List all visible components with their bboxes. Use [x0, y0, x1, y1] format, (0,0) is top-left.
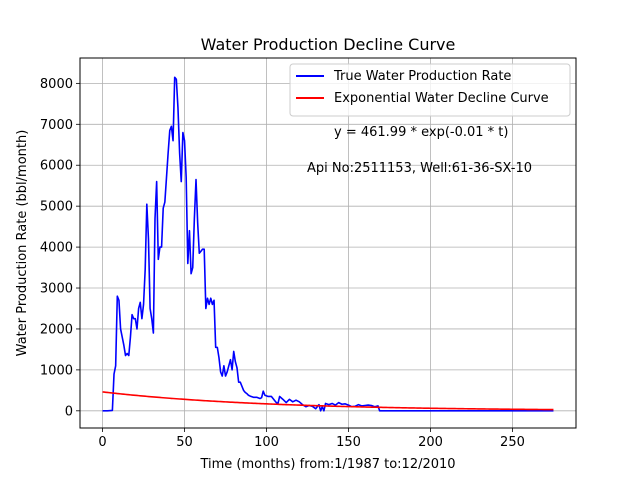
y-tick-label: 4000: [40, 241, 73, 256]
well-annotation: Api No:2511153, Well:61-36-SX-10: [307, 161, 532, 176]
x-tick-label: 50: [176, 435, 193, 450]
y-axis-label: Water Production Rate (bbl/month): [15, 130, 30, 357]
axes-frame: [79, 57, 577, 429]
y-tick-label: 2000: [40, 322, 73, 337]
x-axis-ticks: 0 50 100 150 200 250: [98, 428, 525, 450]
equation-annotation: y = 461.99 * exp(-0.01 * t): [334, 125, 508, 140]
x-tick-label: 0: [98, 435, 106, 450]
x-tick-label: 250: [500, 435, 525, 450]
x-axis-label: Time (months) from:1/1987 to:12/2010: [199, 457, 455, 472]
legend: True Water Production Rate Exponential W…: [289, 63, 571, 117]
series-line-exponential-water-decline-curve: [102, 391, 554, 411]
x-tick-label: 150: [336, 435, 361, 450]
legend-label-exponential: Exponential Water Decline Curve: [334, 91, 549, 106]
y-tick-label: 5000: [40, 200, 73, 215]
y-tick-label: 0: [65, 404, 73, 419]
chart-title: Water Production Decline Curve: [201, 35, 456, 54]
legend-label-true-rate: True Water Production Rate: [333, 69, 511, 84]
y-tick-label: 3000: [40, 282, 73, 297]
y-tick-label: 1000: [40, 363, 73, 378]
series-line-true-water-production-rate: [102, 76, 554, 412]
y-axis-ticks: 0 1000 2000 3000 4000 5000 6000 7000 8000: [40, 77, 80, 419]
y-tick-label: 6000: [40, 159, 73, 174]
y-tick-label: 7000: [40, 118, 73, 133]
legend-box: [289, 63, 571, 117]
x-tick-label: 200: [418, 435, 443, 450]
series-layer: [102, 76, 554, 412]
y-tick-label: 8000: [40, 77, 73, 92]
x-tick-label: 100: [254, 435, 279, 450]
